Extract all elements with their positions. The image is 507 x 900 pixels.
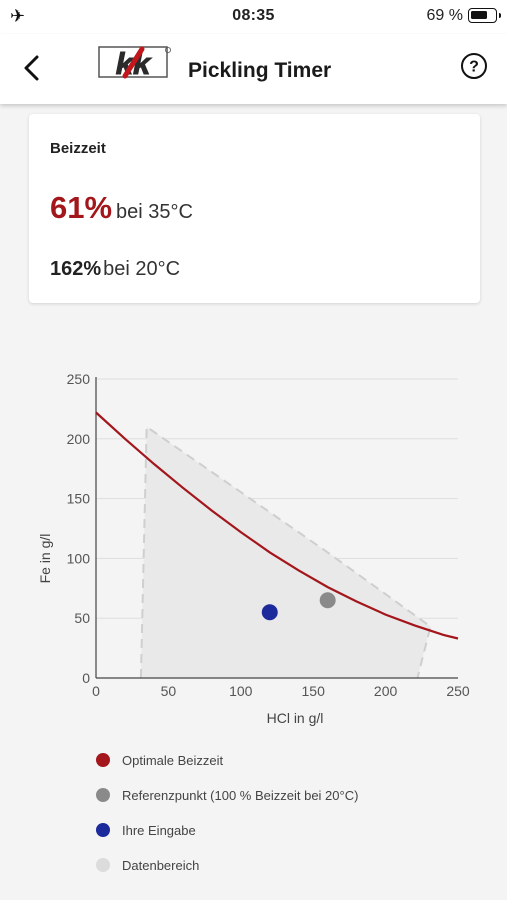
y-tick-label: 50 (74, 610, 90, 626)
data-range-area (140, 426, 431, 678)
help-symbol: ? (469, 59, 479, 76)
back-arrow-icon[interactable] (18, 50, 48, 86)
pickling-chart: 0 50 100 150 200 250 0 50 100 150 200 250 HCl in g/l… (37, 371, 470, 726)
result-primary: 61% bei 35°C (50, 190, 193, 226)
y-tick-label: 250 (67, 371, 91, 387)
battery-icon (468, 8, 501, 23)
legend-label: Datenbereich (122, 858, 200, 873)
input-point (261, 604, 278, 621)
kk-logo: kk (98, 46, 172, 80)
y-tick-label: 200 (67, 431, 91, 447)
x-tick-label: 100 (229, 683, 253, 699)
legend-label: Ihre Eingabe (122, 823, 196, 838)
y-tick-label: 150 (67, 491, 91, 507)
result-secondary-text: bei 20°C (103, 258, 181, 280)
data-range-outline (139, 424, 432, 679)
status-time: 08:35 (232, 7, 275, 24)
navigation-bar: kk Pickling Timer ? (0, 34, 507, 104)
y-tick-label: 100 (67, 550, 91, 566)
legend-label: Referenzpunkt (100 % Beizzeit bei 20°C) (122, 788, 359, 803)
battery-fill (471, 11, 487, 19)
reference-point (319, 592, 336, 609)
card-heading: Beizzeit (50, 140, 106, 157)
logo-text: kk (116, 46, 152, 80)
x-tick-label: 50 (161, 683, 177, 699)
y-tick-label: 0 (82, 670, 90, 686)
result-primary-text: bei 35°C (116, 201, 193, 223)
legend-dot-icon (96, 753, 110, 767)
x-tick-label: 150 (302, 683, 326, 699)
result-secondary-value: 162% (50, 258, 102, 280)
airplane-mode-icon: ✈ (10, 6, 26, 27)
result-secondary: 162% bei 20°C (50, 258, 180, 281)
help-icon[interactable]: ? (460, 52, 488, 80)
status-bar: ✈ 08:35 69 % (0, 0, 507, 34)
x-tick-label: 0 (92, 683, 100, 699)
battery-percentage: 69 % (426, 7, 463, 24)
x-tick-label: 250 (446, 683, 470, 699)
y-axis-label: Fe in g/l (37, 534, 53, 584)
page-title: Pickling Timer (188, 59, 332, 82)
optimal-curve-line (95, 411, 459, 640)
pickling-time-card: Beizzeit 61% bei 35°C 162% bei 20°C (29, 114, 480, 303)
x-axis-label: HCl in g/l (267, 710, 324, 726)
legend-dot-icon (96, 823, 110, 837)
result-primary-value: 61% (50, 190, 113, 225)
legend-label: Optimale Beizzeit (122, 753, 224, 768)
legend-dot-icon (96, 858, 110, 872)
legend-dot-icon (96, 788, 110, 802)
x-tick-label: 200 (374, 683, 398, 699)
